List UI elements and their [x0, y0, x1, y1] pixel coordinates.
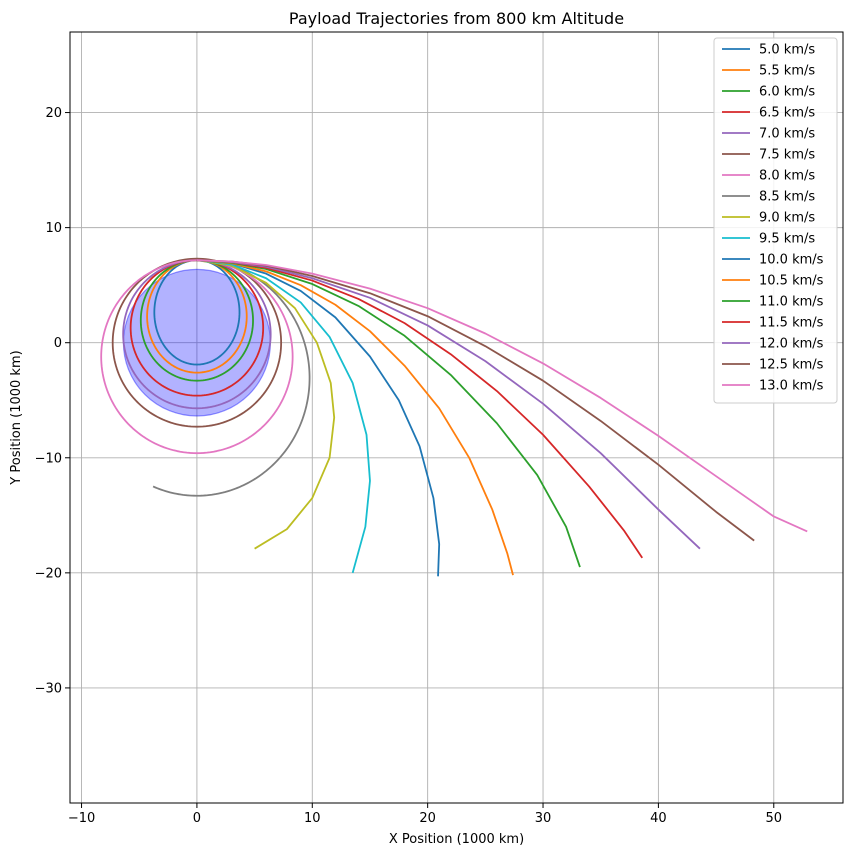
series-line-11-0-km-s — [196, 259, 581, 568]
series-line-10-0-km-s — [196, 259, 441, 577]
chart-title: Payload Trajectories from 800 km Altitud… — [289, 9, 624, 28]
legend-entry-label: 8.0 km/s — [759, 169, 815, 184]
x-tick-label: 30 — [535, 811, 552, 826]
legend-entry-label: 11.0 km/s — [759, 295, 824, 310]
series-line-6-0-km-s — [139, 259, 254, 382]
x-axis-label: X Position (1000 km) — [389, 832, 524, 847]
axes-frame — [69, 31, 844, 804]
legend-entry-label: 13.0 km/s — [759, 379, 824, 394]
plot-area: −10 0 10 20 30 40 50 −30 −20 −10 0 10 20 — [35, 31, 844, 826]
x-tick-label: −10 — [68, 811, 95, 826]
series-line-6-5-km-s — [129, 259, 265, 397]
x-tick-label: 20 — [419, 811, 436, 826]
legend-entry-label: 12.5 km/s — [759, 358, 824, 373]
legend: 5.0 km/s 5.5 km/s 6.0 km/s 6.5 km/s 7.0 km/s… — [713, 37, 838, 404]
series-line-5-0-km-s — [153, 259, 241, 366]
x-tick-label: 50 — [766, 811, 783, 826]
legend-entry-label: 9.5 km/s — [759, 232, 815, 247]
legend-entry-label: 9.0 km/s — [759, 211, 815, 226]
legend-entry-label: 10.5 km/s — [759, 274, 824, 289]
series-line-9-0-km-s — [196, 259, 336, 550]
series-line-8-0-km-s — [100, 259, 294, 455]
y-tick-label: −20 — [35, 566, 62, 581]
x-tick-label: 40 — [650, 811, 667, 826]
legend-entry-label: 7.0 km/s — [759, 127, 815, 142]
series-line-12-0-km-s — [196, 259, 701, 550]
y-tick-label: −10 — [35, 451, 62, 466]
series-line-9-5-km-s — [196, 259, 371, 574]
legend-entry-label: 5.5 km/s — [759, 64, 815, 79]
y-axis-label: Y Position (1000 km) — [9, 350, 24, 485]
legend-entry-label: 12.0 km/s — [759, 337, 824, 352]
y-tick-label: 20 — [45, 106, 62, 121]
series-line-7-0-km-s — [122, 259, 272, 410]
legend-entry-label: 7.5 km/s — [759, 148, 815, 163]
y-tick-label: 0 — [54, 336, 62, 351]
series-line-7-5-km-s — [111, 257, 283, 428]
series-line-5-5-km-s — [146, 259, 248, 374]
legend-entry-label: 10.0 km/s — [759, 253, 824, 268]
legend-box — [713, 37, 838, 404]
series-line-10-5-km-s — [196, 259, 514, 576]
legend-entry-label: 11.5 km/s — [759, 316, 824, 331]
y-tick-label: −30 — [35, 681, 62, 696]
series-group — [100, 257, 808, 577]
legend-entry-label: 8.5 km/s — [759, 190, 815, 205]
x-tick-label: 0 — [193, 811, 201, 826]
legend-entry-label: 5.0 km/s — [759, 43, 815, 58]
series-line-13-0-km-s — [196, 259, 808, 533]
legend-entry-label: 6.5 km/s — [759, 106, 815, 121]
y-tick-label: 10 — [45, 221, 62, 236]
x-tick-label: 10 — [304, 811, 321, 826]
series-line-11-5-km-s — [196, 259, 643, 559]
legend-entry-label: 6.0 km/s — [759, 85, 815, 100]
